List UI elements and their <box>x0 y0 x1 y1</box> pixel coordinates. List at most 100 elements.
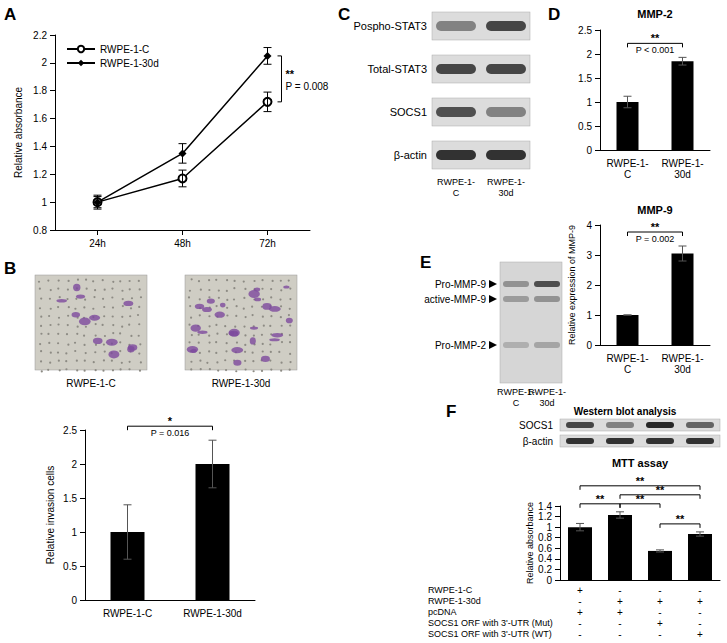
svg-text:RWPE-1-C: RWPE-1-C <box>103 608 152 619</box>
svg-text:1: 1 <box>41 197 47 208</box>
svg-text:D: D <box>548 5 560 24</box>
svg-text:0.5: 0.5 <box>63 561 77 572</box>
svg-text:C: C <box>453 188 460 198</box>
svg-text:E: E <box>420 253 431 272</box>
svg-text:RWPE-1-C: RWPE-1-C <box>66 378 115 389</box>
svg-text:β-actin: β-actin <box>523 436 553 447</box>
svg-text:2.5: 2.5 <box>578 25 592 36</box>
svg-text:RWPE-1-: RWPE-1- <box>487 177 525 187</box>
svg-text:RWPE-1-: RWPE-1- <box>661 158 703 169</box>
svg-text:RWPE-1-30d: RWPE-1-30d <box>428 596 481 606</box>
svg-text:-: - <box>698 618 701 629</box>
svg-text:Relative invasion cells: Relative invasion cells <box>45 466 56 564</box>
svg-text:**: ** <box>676 513 685 525</box>
svg-text:RWPE-1-30d: RWPE-1-30d <box>212 378 271 389</box>
svg-text:+: + <box>697 596 703 607</box>
svg-text:A: A <box>4 5 16 24</box>
svg-text:RWPE-1-: RWPE-1- <box>661 353 703 364</box>
svg-text:Relative absorbance: Relative absorbance <box>525 502 535 584</box>
svg-text:**: ** <box>636 475 645 487</box>
svg-text:3: 3 <box>586 250 592 261</box>
svg-text:-: - <box>618 629 621 640</box>
svg-text:1: 1 <box>71 527 77 538</box>
svg-text:RWPE-1-: RWPE-1- <box>437 177 475 187</box>
svg-text:P < 0.001: P < 0.001 <box>636 45 675 55</box>
svg-text:+: + <box>617 596 623 607</box>
svg-text:MMP-9: MMP-9 <box>637 204 672 216</box>
svg-text:MMP-2: MMP-2 <box>637 8 672 20</box>
svg-text:72h: 72h <box>259 238 276 249</box>
svg-text:SOCS1 ORF with 3'-UTR (WT): SOCS1 ORF with 3'-UTR (WT) <box>428 629 552 639</box>
svg-text:-: - <box>618 585 621 596</box>
svg-text:1.2: 1.2 <box>33 169 47 180</box>
svg-text:24h: 24h <box>89 238 106 249</box>
svg-text:-: - <box>698 585 701 596</box>
svg-text:1: 1 <box>586 310 592 321</box>
svg-text:Total-STAT3: Total-STAT3 <box>368 63 428 75</box>
svg-text:-: - <box>578 618 581 629</box>
svg-text:P = 0.016: P = 0.016 <box>151 428 190 438</box>
svg-text:**: ** <box>596 493 605 505</box>
svg-text:-: - <box>618 618 621 629</box>
svg-text:Relative expression of MMP-9: Relative expression of MMP-9 <box>567 225 577 345</box>
svg-text:+: + <box>657 618 663 629</box>
svg-text:RWPE-1-30d: RWPE-1-30d <box>183 608 242 619</box>
svg-text:1.5: 1.5 <box>63 493 77 504</box>
svg-text:30d: 30d <box>674 364 691 375</box>
svg-text:Pro-MMP-2: Pro-MMP-2 <box>435 340 487 351</box>
svg-text:*: * <box>168 415 173 427</box>
svg-text:0.5: 0.5 <box>578 121 592 132</box>
svg-text:RWPE-1-C: RWPE-1-C <box>428 585 473 595</box>
svg-text:2: 2 <box>71 459 77 470</box>
svg-text:Pro-MMP-9: Pro-MMP-9 <box>435 279 487 290</box>
svg-text:RWPE-1-C: RWPE-1-C <box>100 44 149 55</box>
svg-text:-: - <box>658 607 661 618</box>
svg-text:**: ** <box>286 68 295 80</box>
svg-text:1.8: 1.8 <box>33 85 47 96</box>
svg-text:-: - <box>658 585 661 596</box>
svg-text:2.5: 2.5 <box>63 425 77 436</box>
svg-text:P = 0.008: P = 0.008 <box>286 81 329 92</box>
svg-text:0.8: 0.8 <box>538 532 552 543</box>
svg-text:48h: 48h <box>174 238 191 249</box>
svg-text:C: C <box>624 364 631 375</box>
svg-text:-: - <box>578 596 581 607</box>
svg-text:0: 0 <box>71 595 77 606</box>
svg-text:4: 4 <box>586 220 592 231</box>
svg-text:30d: 30d <box>674 169 691 180</box>
svg-text:+: + <box>657 596 663 607</box>
svg-text:B: B <box>4 259 16 278</box>
svg-text:SOCS1: SOCS1 <box>390 106 427 118</box>
svg-text:Pospho-STAT3: Pospho-STAT3 <box>353 20 427 32</box>
svg-text:SOCS1: SOCS1 <box>519 420 553 431</box>
svg-text:1: 1 <box>546 522 552 533</box>
svg-text:MTT assay: MTT assay <box>612 457 669 469</box>
svg-text:1.6: 1.6 <box>33 113 47 124</box>
svg-text:Relative absorbance: Relative absorbance <box>13 86 24 178</box>
svg-text:+: + <box>617 607 623 618</box>
svg-text:1.2: 1.2 <box>538 511 552 522</box>
svg-text:P = 0.002: P = 0.002 <box>636 234 675 244</box>
svg-text:F: F <box>446 402 456 421</box>
svg-text:0: 0 <box>586 340 592 351</box>
svg-text:0.8: 0.8 <box>33 225 47 236</box>
svg-text:active-MMP-9: active-MMP-9 <box>424 294 486 305</box>
svg-text:30d: 30d <box>539 398 554 408</box>
svg-text:RWPE-1-: RWPE-1- <box>528 387 566 397</box>
svg-text:0: 0 <box>586 145 592 156</box>
svg-text:C: C <box>513 398 520 408</box>
svg-text:Western blot analysis: Western blot analysis <box>574 406 677 417</box>
svg-text:β-actin: β-actin <box>394 149 427 161</box>
svg-text:RWPE-1-30d: RWPE-1-30d <box>100 58 159 69</box>
svg-text:-: - <box>658 629 661 640</box>
svg-text:2.2: 2.2 <box>33 30 47 41</box>
svg-text:-: - <box>578 629 581 640</box>
svg-text:2: 2 <box>586 280 592 291</box>
svg-text:1: 1 <box>586 97 592 108</box>
svg-text:+: + <box>697 629 703 640</box>
svg-text:0.2: 0.2 <box>538 564 552 575</box>
svg-text:**: ** <box>651 221 660 233</box>
svg-text:1.4: 1.4 <box>538 501 552 512</box>
svg-text:2: 2 <box>41 57 47 68</box>
svg-text:**: ** <box>656 484 665 496</box>
